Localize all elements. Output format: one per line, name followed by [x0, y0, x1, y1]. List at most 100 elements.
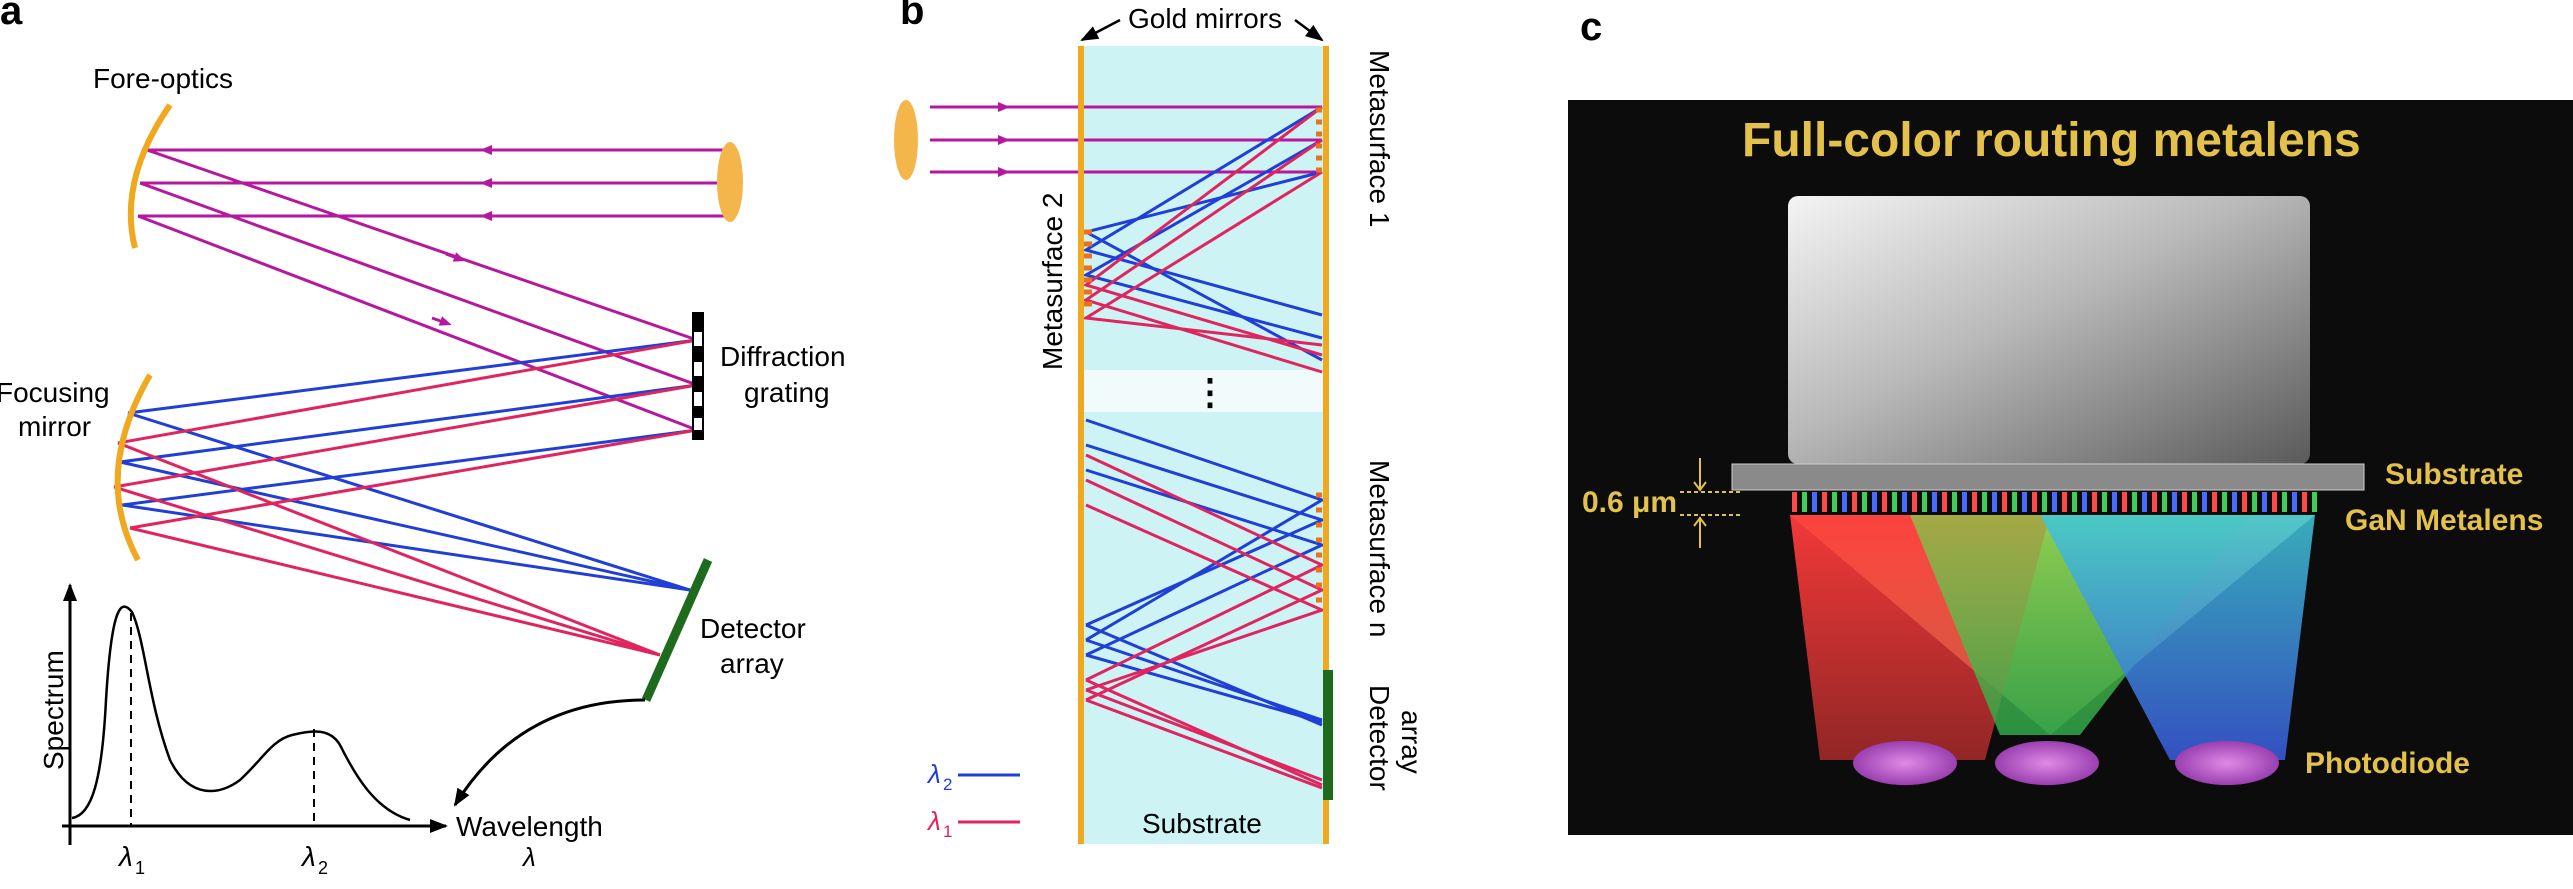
- metalens-pillar: [2142, 492, 2147, 512]
- panel-b-letter: b: [900, 0, 924, 33]
- focusing-mirror-label-2: mirror: [18, 411, 91, 442]
- metalens-pillar: [1862, 492, 1867, 512]
- legend-lambda2: λ: [926, 759, 941, 789]
- diffraction-grating-label-1: Diffraction: [720, 341, 846, 372]
- metalens-pillar: [2192, 492, 2197, 512]
- panel-c: c Full-color routing metalens Substrate …: [1568, 5, 2573, 835]
- metalens-pillar: [1912, 492, 1917, 512]
- metalens-pillar: [2152, 492, 2157, 512]
- metalens-pillar: [2252, 492, 2257, 512]
- diffraction-grating-icon: [692, 312, 704, 440]
- metalens-pillar: [2172, 492, 2177, 512]
- metalens-pillar: [2232, 492, 2237, 512]
- gan-metalens-pillars: [1792, 492, 2317, 512]
- lambda1-label: λ: [117, 841, 133, 872]
- metalens-pillar: [2102, 492, 2107, 512]
- metalens-pillar: [2262, 492, 2267, 512]
- metalens-pillar: [2162, 492, 2167, 512]
- metalens-pillar: [2072, 492, 2077, 512]
- glass-block: [1788, 196, 2310, 464]
- metalens-pillar: [1902, 492, 1907, 512]
- panel-b-detector-label-2: array: [1396, 710, 1427, 774]
- metalens-pillar: [1922, 492, 1927, 512]
- focusing-mirror-label-1: Focusing: [0, 377, 110, 408]
- metalens-pillar: [1892, 492, 1897, 512]
- source-lens-icon: [717, 142, 743, 222]
- metalens-pillar: [1942, 492, 1947, 512]
- metalens-substrate-plate: [1731, 463, 2365, 491]
- metalens-pillar: [2062, 492, 2067, 512]
- metalens-pillar: [2292, 492, 2297, 512]
- substrate-label-c: Substrate: [2385, 458, 2523, 491]
- lambda2-subscript: 2: [318, 858, 328, 878]
- metalens-pillar: [2092, 492, 2097, 512]
- panel-a: a: [0, 0, 846, 878]
- panel-c-title: Full-color routing metalens: [1742, 114, 2361, 167]
- metalens-pillar: [1982, 492, 1987, 512]
- metasurface-1-label: Metasurface 1: [1364, 50, 1395, 227]
- substrate-label: Substrate: [1142, 808, 1262, 839]
- metalens-pillar: [2002, 492, 2007, 512]
- panel-b-detector-label-1: Detector: [1364, 685, 1395, 791]
- metalens-pillar: [2082, 492, 2087, 512]
- metalens-pillar: [2312, 492, 2317, 512]
- metalens-pillar: [1802, 492, 1807, 512]
- metalens-pillar: [1812, 492, 1817, 512]
- substrate-gap: [1082, 370, 1324, 412]
- metalens-pillar: [2042, 492, 2047, 512]
- photodiode-green-icon: [1995, 741, 2099, 785]
- lambda2-label: λ: [300, 841, 316, 872]
- gold-mirrors-label: Gold mirrors: [1128, 3, 1282, 34]
- photodiode-red-icon: [1853, 741, 1957, 785]
- metalens-pillar: [2182, 492, 2187, 512]
- focusing-mirror-icon: [114, 373, 153, 562]
- panel-a-red-rays: [113, 338, 698, 657]
- metasurface-n-label: Metasurface n: [1364, 460, 1395, 637]
- thickness-marker: [1680, 458, 1740, 548]
- fore-optics-label: Fore-optics: [93, 63, 233, 94]
- metalens-pillar: [1832, 492, 1837, 512]
- spectrum-curve: [71, 605, 411, 822]
- panel-a-letter: a: [0, 0, 23, 33]
- metalens-pillar: [1992, 492, 1997, 512]
- metalens-pillar: [2052, 492, 2057, 512]
- gold-mirrors-arrow-right: [1294, 18, 1324, 42]
- panel-b: b: [894, 0, 1427, 844]
- metalens-pillar: [2272, 492, 2277, 512]
- photodiode-label: Photodiode: [2305, 747, 2470, 780]
- lambda1-subscript: 1: [135, 858, 145, 878]
- metalens-pillar: [2302, 492, 2307, 512]
- spectrum-axis-label: Spectrum: [38, 650, 69, 770]
- panel-c-letter: c: [1580, 5, 1602, 49]
- metalens-pillar: [2032, 492, 2037, 512]
- metasurface-1-icon: [1316, 107, 1322, 173]
- metalens-label: GaN Metalens: [2345, 504, 2543, 537]
- metalens-pillar: [2212, 492, 2217, 512]
- metalens-pillar: [2122, 492, 2127, 512]
- thickness-label: 0.6 μm: [1582, 486, 1677, 519]
- metalens-pillar: [1822, 492, 1827, 512]
- metalens-pillar: [1962, 492, 1967, 512]
- light-beams: [1790, 515, 2315, 760]
- photodiode-blue-icon: [2175, 741, 2279, 785]
- wavelength-axis-label: Wavelength: [456, 811, 603, 842]
- metasurface-2-label: Metasurface 2: [1037, 193, 1068, 370]
- metalens-pillar: [2012, 492, 2017, 512]
- metalens-pillar: [2022, 492, 2027, 512]
- legend-lambda1: λ: [926, 806, 941, 836]
- metalens-pillar: [1952, 492, 1957, 512]
- metalens-pillar: [2132, 492, 2137, 512]
- diffraction-grating-label-2: grating: [744, 377, 830, 408]
- metalens-pillar: [2112, 492, 2117, 512]
- substrate: [1082, 46, 1324, 844]
- blue-beam: [2040, 515, 2315, 760]
- metalens-pillar: [2222, 492, 2227, 512]
- panel-a-blue-rays: [119, 338, 698, 592]
- metasurface-2-icon: [1084, 229, 1092, 307]
- metalens-pillar: [1932, 492, 1937, 512]
- metalens-pillar: [1852, 492, 1857, 512]
- spectrum-plot: Spectrum Wavelength λ λ 1 λ 2: [38, 583, 603, 878]
- metalens-pillar: [2242, 492, 2247, 512]
